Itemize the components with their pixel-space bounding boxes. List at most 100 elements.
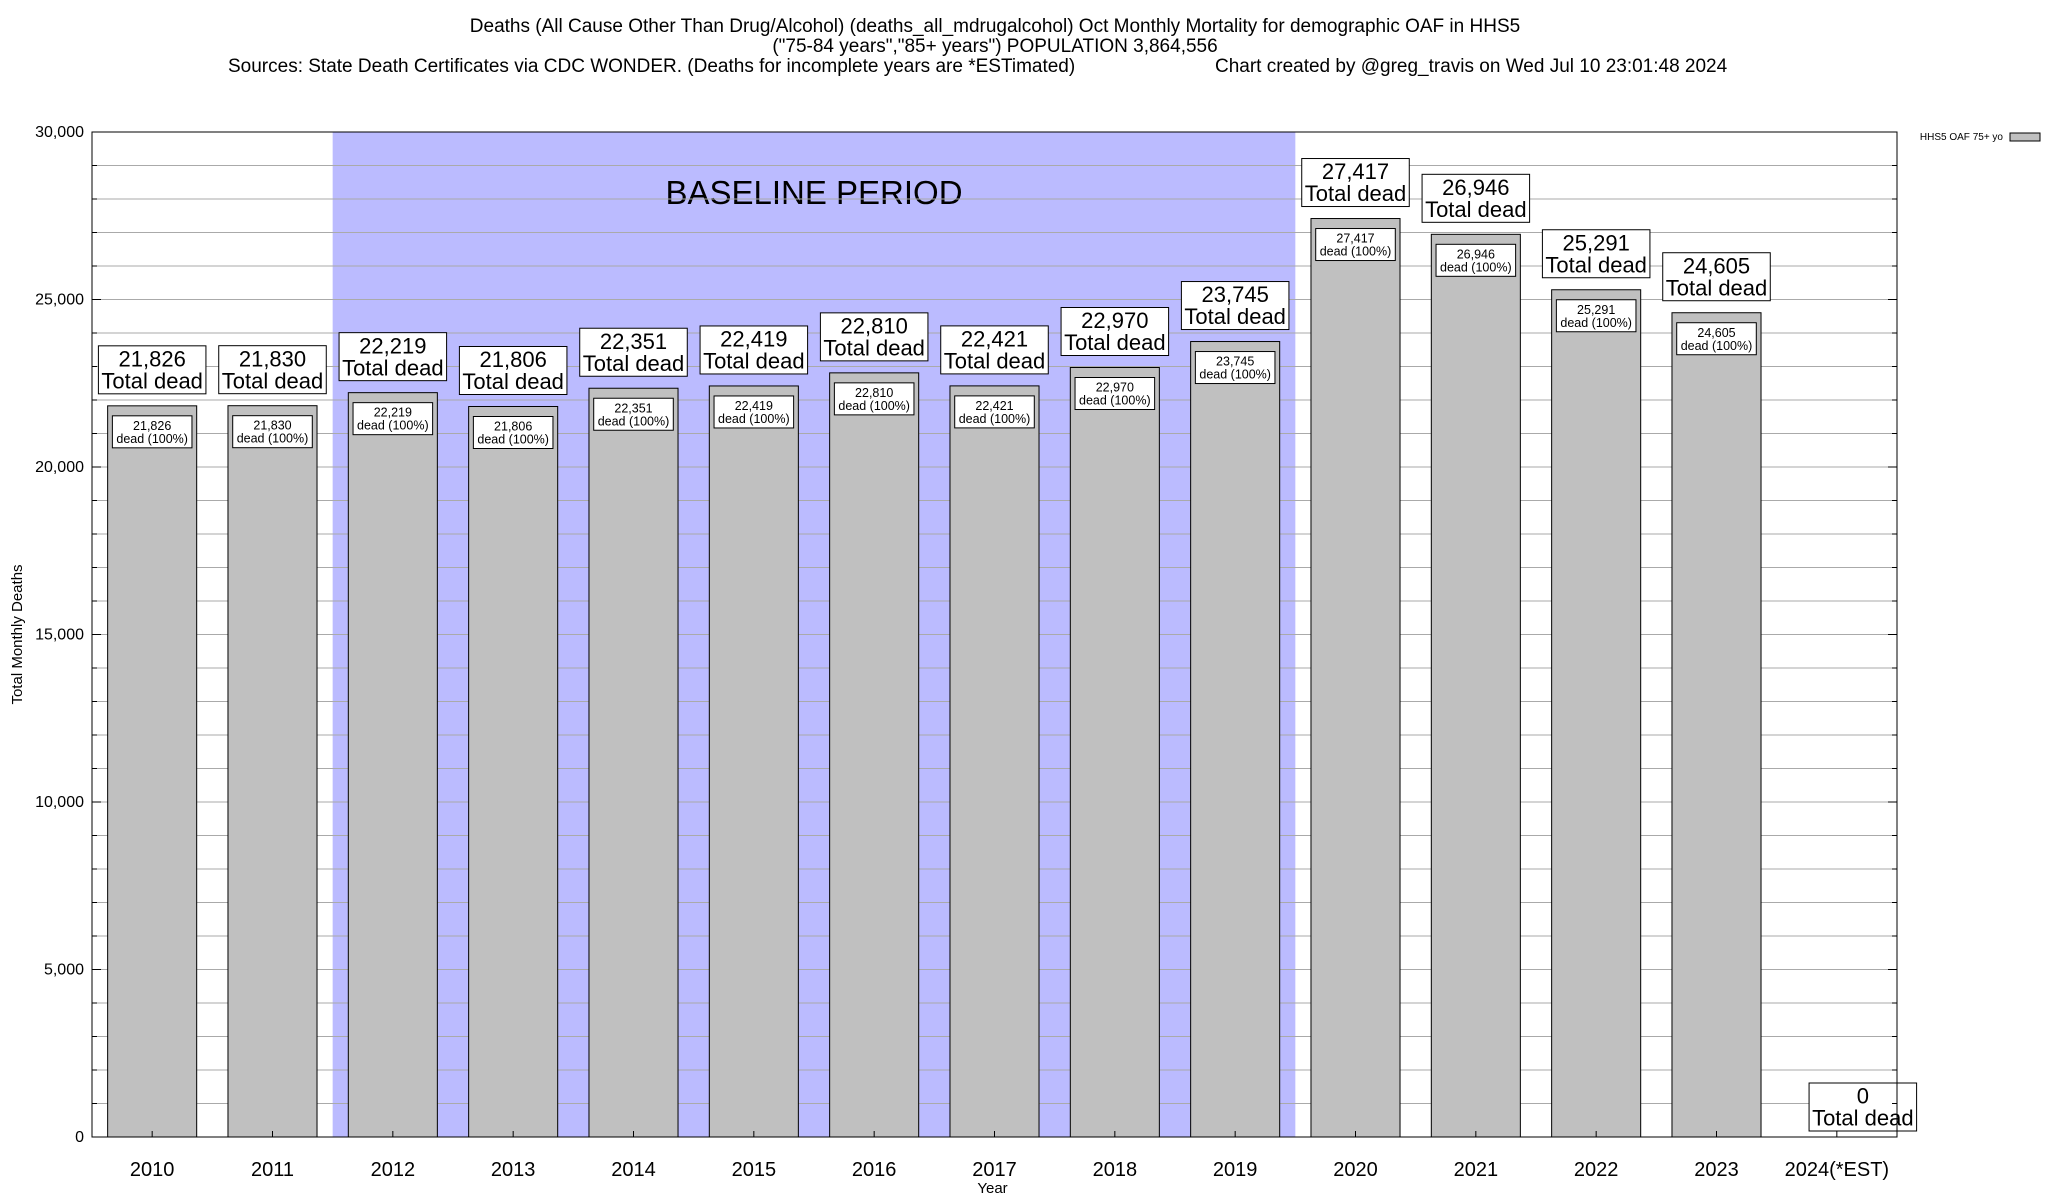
x-tick-label: 2023: [1694, 1159, 1739, 1181]
inner-label-2010-text: dead (100%): [116, 432, 188, 446]
total-label-2021-box: [1421, 173, 1531, 223]
total-label-2023-value: 24,605: [1683, 253, 1750, 278]
x-tick-label: 2016: [852, 1159, 897, 1181]
x-tick-label: 2020: [1333, 1159, 1378, 1181]
total-label-2015-text: Total dead: [703, 349, 805, 374]
y-tick-label: 10,000: [35, 794, 84, 811]
title-line-1: Deaths (All Cause Other Than Drug/Alcoho…: [470, 16, 1520, 37]
inner-label-2012-box: [352, 402, 434, 436]
x-tick-label: 2019: [1213, 1159, 1258, 1181]
inner-label-2013-text: dead (100%): [477, 433, 549, 447]
inner-label-2011-text: dead (100%): [237, 432, 309, 446]
inner-label-2020-value: 27,417: [1336, 232, 1374, 246]
total-label-2012-box: [338, 332, 448, 382]
total-label-2018-value: 22,970: [1081, 308, 1148, 333]
x-tick-label: 2012: [371, 1159, 416, 1181]
x-tick-label: 2021: [1454, 1159, 1499, 1181]
bar-2011: [227, 405, 318, 1138]
total-label-2015-value: 22,419: [720, 327, 787, 352]
inner-label-2012-value: 22,219: [374, 406, 412, 420]
inner-label-2023-text: dead (100%): [1681, 339, 1753, 353]
x-tick-label: 2010: [130, 1159, 175, 1181]
inner-label-2020-box: [1315, 228, 1396, 262]
inner-label-2019-text: dead (100%): [1199, 368, 1271, 382]
total-label-2010-value: 21,826: [119, 347, 186, 372]
y-axis: 0 5,000 10,000 15,000 20,000 25,000 30,000: [35, 124, 1897, 1146]
total-label-2017-value: 22,421: [961, 327, 1028, 352]
total-label-2014-box: [579, 327, 688, 377]
legend: HHS5 OAF 75+ yo: [1920, 132, 2041, 143]
total-label-2011-text: Total dead: [222, 368, 324, 393]
x-axis: 2010 2011 2012 2013 2014 2015 2016 2017 2018 2019…: [130, 1131, 1889, 1181]
total-label-2019-text: Total dead: [1184, 304, 1286, 329]
inner-label-2023-value: 24,605: [1697, 326, 1735, 340]
title-line-2: ("75-84 years","85+ years") POPULATION 3…: [772, 36, 1217, 57]
bar-2014: [588, 387, 679, 1138]
inner-label-2017-value: 22,421: [975, 399, 1013, 413]
total-label-2018-text: Total dead: [1064, 330, 1166, 355]
inner-label-2010-value: 21,826: [133, 419, 171, 433]
inner-label-2019-value: 23,745: [1216, 355, 1254, 369]
total-label-2021-value: 26,946: [1442, 175, 1509, 200]
total-label-2024(*EST)-value: 0: [1857, 1084, 1869, 1109]
total-label-2015-box: [699, 325, 809, 375]
total-label-2011-box: [218, 345, 327, 395]
total-label-2013-text: Total dead: [462, 369, 564, 394]
y-tick-label: 0: [75, 1129, 84, 1146]
inner-label-2017-box: [954, 395, 1035, 429]
inner-label-2015-value: 22,419: [735, 399, 773, 413]
x-tick-label: 2015: [732, 1159, 777, 1181]
inner-label-2015-text: dead (100%): [718, 412, 790, 426]
total-label-2014-text: Total dead: [583, 351, 685, 376]
total-label-2017-text: Total dead: [944, 349, 1046, 374]
title-credit: Chart created by @greg_travis on Wed Jul…: [1215, 56, 1728, 77]
x-tick-label: 2013: [491, 1159, 536, 1181]
x-tick-label: 2024(*EST): [1785, 1159, 1890, 1181]
bar-2010: [107, 405, 198, 1138]
x-axis-title: Year: [977, 1180, 1007, 1197]
total-label-2019-box: [1180, 281, 1290, 331]
inner-label-2016-text: dead (100%): [838, 399, 910, 413]
inner-label-2018-value: 22,970: [1096, 381, 1134, 395]
total-label-2010-box: [97, 345, 207, 395]
x-tick-label: 2018: [1093, 1159, 1138, 1181]
inner-label-2011-box: [232, 415, 313, 449]
y-tick-label: 5,000: [44, 962, 84, 979]
total-label-2021-text: Total dead: [1425, 197, 1527, 222]
bar-2020: [1310, 218, 1401, 1138]
bar-2022: [1551, 289, 1642, 1138]
inner-label-2016-value: 22,810: [855, 386, 893, 400]
total-label-2022-value: 25,291: [1563, 230, 1630, 255]
inner-label-2023-box: [1676, 322, 1757, 356]
inner-label-2012-text: dead (100%): [357, 419, 429, 433]
inner-label-2016-box: [833, 382, 915, 416]
inner-label-2022-box: [1555, 299, 1637, 333]
legend-label: HHS5 OAF 75+ yo: [1920, 132, 2004, 143]
bar-2021: [1430, 233, 1521, 1138]
bars: [107, 218, 1762, 1138]
inner-label-2018-box: [1074, 377, 1156, 411]
inner-label-2015-box: [713, 395, 795, 429]
inner-label-2019-box: [1194, 351, 1276, 385]
inner-label-2014-box: [593, 397, 674, 431]
total-label-2017-box: [940, 325, 1049, 375]
inner-label-2014-value: 22,351: [614, 401, 652, 415]
x-tick-label: 2022: [1574, 1159, 1619, 1181]
legend-swatch: [2009, 132, 2041, 142]
bar-2016: [829, 372, 920, 1138]
